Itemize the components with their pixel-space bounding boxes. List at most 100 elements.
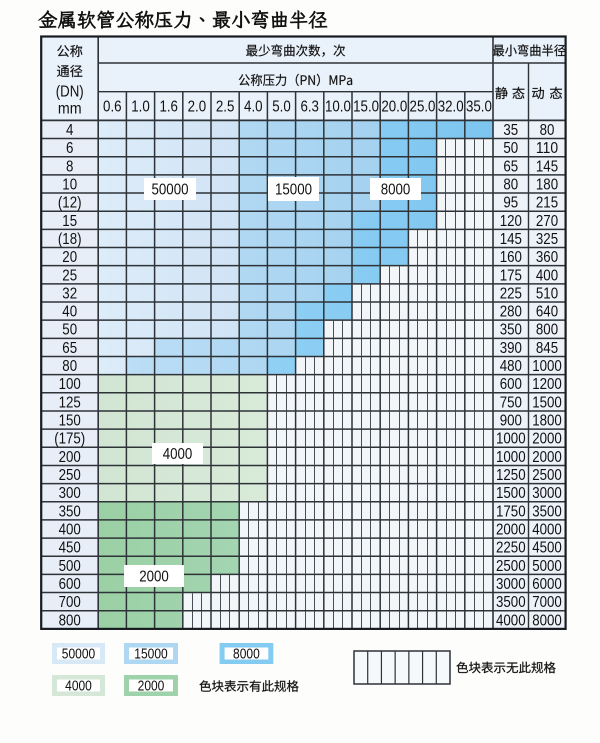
svg-text:2.0: 2.0 (188, 99, 207, 116)
svg-text:1200: 1200 (532, 376, 562, 393)
svg-text:5.0: 5.0 (272, 99, 291, 116)
svg-text:1000: 1000 (496, 449, 526, 466)
svg-text:1000: 1000 (532, 358, 562, 375)
svg-text:40: 40 (62, 304, 77, 321)
svg-text:350: 350 (59, 503, 81, 520)
svg-text:50: 50 (62, 322, 77, 339)
svg-text:2000: 2000 (496, 522, 526, 539)
svg-text:1000: 1000 (496, 431, 526, 448)
svg-text:35: 35 (503, 122, 518, 139)
svg-text:3000: 3000 (532, 485, 562, 502)
svg-text:350: 350 (500, 322, 522, 339)
svg-text:280: 280 (500, 304, 522, 321)
svg-text:2000: 2000 (139, 569, 169, 586)
svg-text:15: 15 (62, 213, 77, 230)
svg-text:50000: 50000 (62, 647, 95, 663)
svg-text:145: 145 (536, 158, 558, 175)
svg-text:80: 80 (62, 358, 77, 375)
svg-text:110: 110 (536, 140, 558, 157)
svg-text:360: 360 (536, 249, 558, 266)
svg-text:1750: 1750 (496, 503, 526, 520)
svg-text:2250: 2250 (496, 540, 526, 557)
svg-text:10: 10 (62, 177, 77, 194)
svg-text:800: 800 (536, 322, 558, 339)
svg-text:(12): (12) (58, 195, 82, 212)
svg-text:160: 160 (500, 249, 522, 266)
svg-text:450: 450 (59, 540, 81, 557)
svg-text:125: 125 (59, 394, 81, 411)
svg-text:8000: 8000 (233, 647, 260, 663)
svg-text:200: 200 (59, 449, 81, 466)
svg-text:80: 80 (503, 177, 518, 194)
svg-text:32: 32 (62, 285, 77, 302)
svg-text:270: 270 (536, 213, 558, 230)
svg-text:(DN): (DN) (56, 84, 84, 101)
svg-text:100: 100 (59, 376, 81, 393)
svg-text:2500: 2500 (496, 558, 526, 575)
svg-text:480: 480 (500, 358, 522, 375)
svg-text:120: 120 (500, 213, 522, 230)
svg-text:215: 215 (536, 195, 558, 212)
svg-text:15.0: 15.0 (353, 99, 379, 116)
svg-text:4000: 4000 (65, 679, 92, 695)
svg-text:6000: 6000 (532, 576, 562, 593)
svg-text:25.0: 25.0 (410, 99, 436, 116)
svg-text:20.0: 20.0 (381, 99, 407, 116)
svg-text:10.0: 10.0 (325, 99, 351, 116)
svg-text:6: 6 (66, 140, 73, 157)
svg-text:180: 180 (536, 177, 558, 194)
svg-text:4000: 4000 (496, 612, 526, 629)
svg-text:20: 20 (62, 249, 77, 266)
svg-text:750: 750 (500, 394, 522, 411)
svg-text:1500: 1500 (496, 485, 526, 502)
svg-text:2000: 2000 (532, 449, 562, 466)
svg-text:800: 800 (59, 612, 81, 629)
svg-text:510: 510 (536, 285, 558, 302)
svg-text:900: 900 (500, 413, 522, 430)
svg-text:1.0: 1.0 (131, 99, 150, 116)
svg-text:2000: 2000 (532, 431, 562, 448)
svg-text:3000: 3000 (496, 576, 526, 593)
svg-text:50: 50 (503, 140, 518, 157)
svg-text:4000: 4000 (163, 446, 193, 463)
svg-text:390: 390 (500, 340, 522, 357)
svg-text:225: 225 (500, 285, 522, 302)
svg-text:845: 845 (536, 340, 558, 357)
svg-text:1.6: 1.6 (159, 99, 178, 116)
svg-text:95: 95 (503, 195, 518, 212)
svg-text:400: 400 (59, 522, 81, 539)
svg-text:65: 65 (62, 340, 77, 357)
svg-text:600: 600 (59, 576, 81, 593)
svg-text:65: 65 (503, 158, 518, 175)
svg-text:0.6: 0.6 (103, 99, 122, 116)
svg-text:2000: 2000 (138, 679, 165, 695)
svg-text:4500: 4500 (532, 540, 562, 557)
svg-text:400: 400 (536, 267, 558, 284)
svg-text:1250: 1250 (496, 467, 526, 484)
svg-text:2500: 2500 (532, 467, 562, 484)
svg-text:3500: 3500 (496, 594, 526, 611)
svg-text:325: 325 (536, 231, 558, 248)
svg-text:3500: 3500 (532, 503, 562, 520)
svg-text:80: 80 (540, 122, 555, 139)
svg-text:600: 600 (500, 376, 522, 393)
svg-text:145: 145 (500, 231, 522, 248)
svg-text:300: 300 (59, 485, 81, 502)
svg-text:32.0: 32.0 (438, 99, 464, 116)
svg-text:1500: 1500 (532, 394, 562, 411)
svg-text:640: 640 (536, 304, 558, 321)
svg-text:250: 250 (59, 467, 81, 484)
svg-text:25: 25 (62, 267, 77, 284)
svg-text:175: 175 (500, 267, 522, 284)
svg-text:1800: 1800 (532, 413, 562, 430)
svg-text:8000: 8000 (381, 182, 411, 199)
svg-text:5000: 5000 (532, 558, 562, 575)
svg-text:4000: 4000 (532, 522, 562, 539)
svg-text:8: 8 (66, 158, 73, 175)
svg-text:8000: 8000 (532, 612, 562, 629)
svg-text:2.5: 2.5 (216, 99, 235, 116)
svg-text:500: 500 (59, 558, 81, 575)
svg-text:4: 4 (66, 122, 73, 139)
svg-text:(175): (175) (54, 431, 85, 448)
svg-text:(18): (18) (58, 231, 82, 248)
